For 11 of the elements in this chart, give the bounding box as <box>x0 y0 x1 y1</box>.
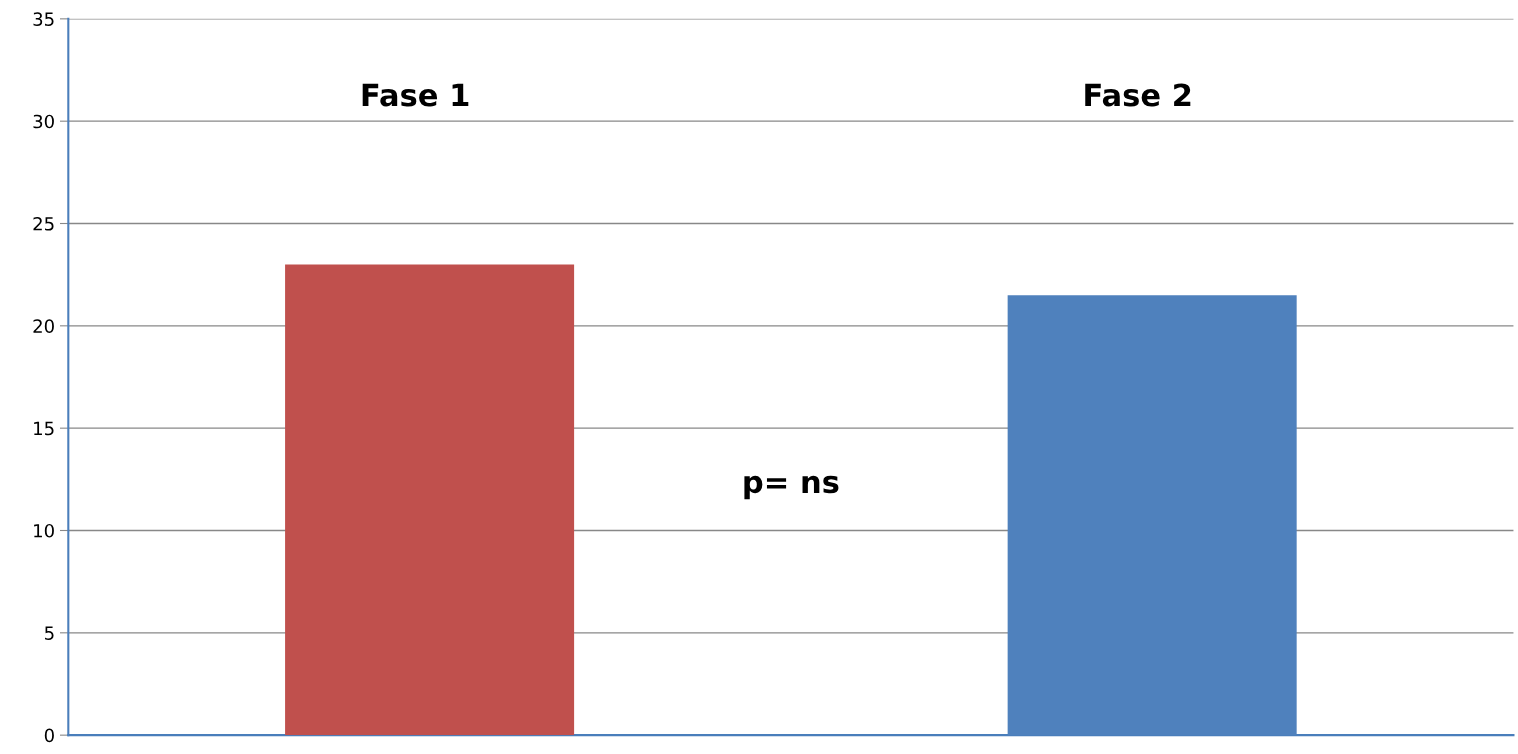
y-tick-label: 20 <box>33 319 54 333</box>
y-tick-label: 15 <box>34 421 54 436</box>
y-tick-label: 0 <box>44 728 54 743</box>
y-tick-label: 25 <box>33 216 54 231</box>
y-tick-label: 10 <box>34 523 54 538</box>
y-tick-label: 30 <box>33 114 54 129</box>
annotation: p= ns <box>744 475 839 500</box>
y-tick-label: 5 <box>45 626 54 640</box>
x-tick-label: Fase 1 <box>362 83 469 107</box>
y-tick-label: 35 <box>33 12 54 26</box>
x-tick-label: Fase 2 <box>1085 83 1191 107</box>
